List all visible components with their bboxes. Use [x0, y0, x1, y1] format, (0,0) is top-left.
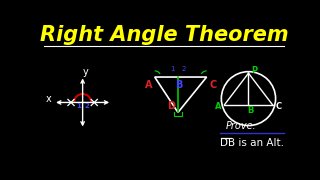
Text: 2: 2 [84, 103, 89, 109]
Text: Prove:: Prove: [226, 121, 257, 131]
Text: x: x [46, 94, 52, 104]
Text: C: C [276, 102, 282, 111]
Text: B: B [247, 106, 253, 115]
Text: 1: 1 [170, 66, 175, 72]
Text: Right Angle Theorem: Right Angle Theorem [40, 25, 288, 46]
Text: P: P [251, 66, 257, 75]
Text: 2: 2 [181, 66, 186, 72]
Text: y: y [83, 67, 89, 77]
Text: A: A [145, 80, 152, 90]
Text: DB is an Alt.: DB is an Alt. [220, 138, 284, 148]
Text: 1: 1 [76, 103, 81, 109]
Text: B: B [175, 80, 182, 90]
Text: D: D [167, 101, 175, 111]
Text: C: C [210, 80, 217, 90]
Text: A: A [215, 102, 221, 111]
